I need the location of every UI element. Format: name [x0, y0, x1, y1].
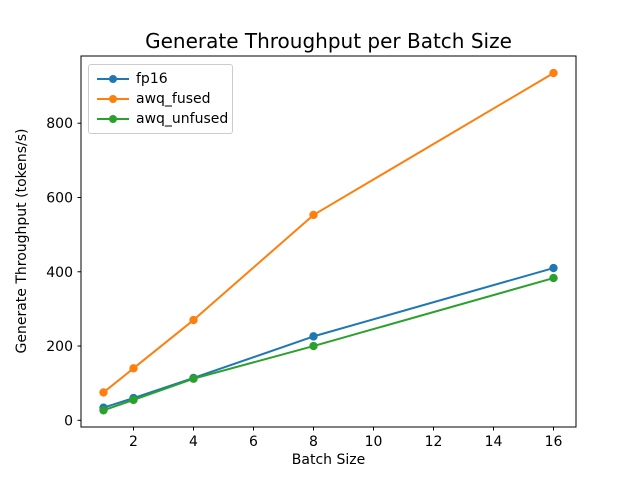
x-tick-label: 12	[425, 434, 443, 450]
x-tick-label: 14	[485, 434, 503, 450]
y-tick-label: 400	[46, 265, 73, 281]
legend-label: fp16	[136, 71, 168, 87]
chart-title: Generate Throughput per Batch Size	[145, 29, 512, 53]
data-point	[549, 273, 558, 283]
x-tick-label: 2	[129, 434, 138, 450]
x-tick-label: 10	[365, 434, 383, 450]
legend-item-fp16: fp16	[97, 69, 224, 89]
y-tick-label: 200	[46, 339, 73, 355]
y-axis: 0 200 400 600 800	[46, 116, 81, 429]
series-fp16	[99, 263, 558, 412]
legend-label: awq_unfused	[136, 111, 229, 127]
legend-label: awq_fused	[136, 91, 211, 107]
x-tick-label: 6	[249, 434, 258, 450]
data-point	[549, 263, 558, 273]
legend-item-awq-unfused: awq_unfused	[97, 109, 228, 129]
line-marker-icon	[97, 114, 129, 124]
data-point	[309, 210, 318, 220]
data-point	[309, 341, 318, 351]
x-tick-label: 4	[189, 434, 198, 450]
series-awq_unfused	[99, 273, 558, 415]
data-point	[129, 395, 138, 405]
data-point	[189, 374, 198, 383]
y-tick-label: 800	[46, 116, 73, 132]
x-tick-label: 16	[545, 434, 563, 450]
data-point	[99, 406, 108, 415]
series-line	[103, 277, 554, 412]
x-tick-label: 8	[309, 434, 318, 450]
line-marker-icon	[97, 74, 129, 84]
line-marker-icon	[97, 94, 129, 104]
x-axis: 2 4 6 8 10 12 14 16	[129, 427, 562, 450]
data-point	[549, 68, 558, 78]
legend-item-awq-fused: awq_fused	[97, 89, 224, 109]
axes-frame	[80, 55, 577, 428]
data-point	[99, 388, 108, 397]
x-axis-label: Batch Size	[291, 452, 366, 468]
data-point	[309, 332, 318, 341]
y-tick-label: 0	[64, 413, 73, 429]
y-tick-label: 600	[46, 190, 73, 206]
data-point	[129, 364, 138, 373]
series-awq_fused	[99, 68, 558, 397]
data-point	[189, 315, 198, 325]
legend: fp16 awq_fused awq_unfused	[88, 64, 233, 134]
